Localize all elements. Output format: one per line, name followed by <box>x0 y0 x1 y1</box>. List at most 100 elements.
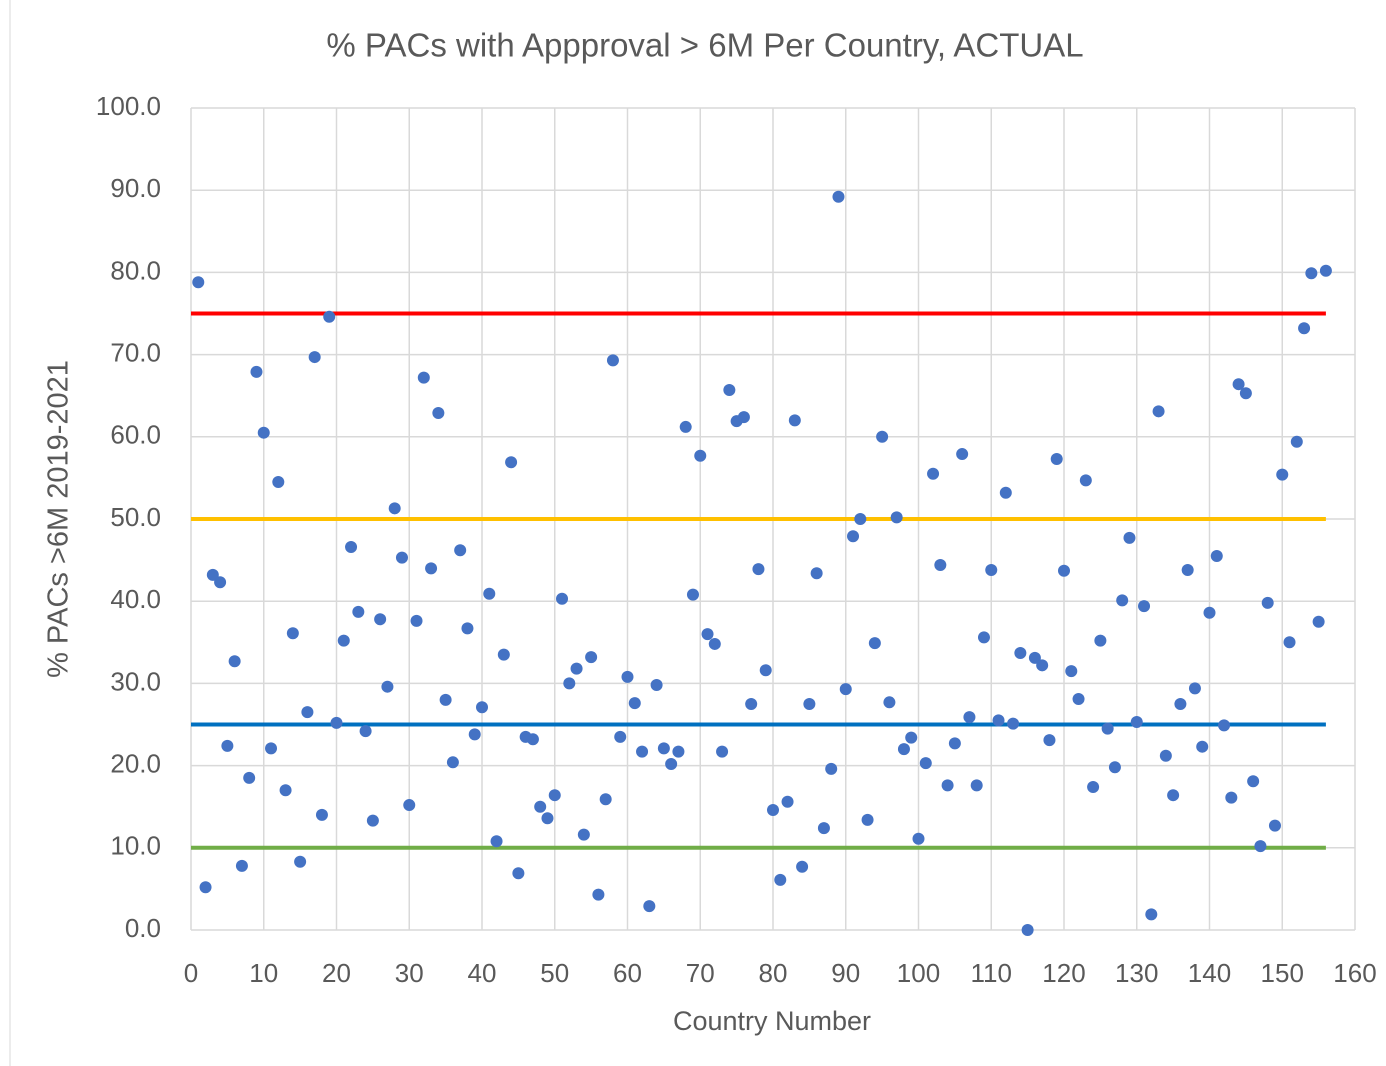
data-point <box>1283 636 1296 649</box>
data-point <box>461 622 474 635</box>
data-point <box>490 835 503 848</box>
data-point <box>912 832 925 845</box>
x-tick-label: 120 <box>1042 958 1085 988</box>
data-point <box>548 789 561 802</box>
data-point <box>665 757 678 770</box>
data-point <box>759 664 772 677</box>
data-point <box>999 486 1012 499</box>
data-point <box>905 731 918 744</box>
data-point <box>1247 775 1260 788</box>
data-point <box>446 756 459 769</box>
x-tick-label: 30 <box>395 958 424 988</box>
y-tick-label: 10.0 <box>110 831 161 861</box>
y-tick-label: 80.0 <box>110 255 161 285</box>
data-point <box>468 728 481 741</box>
data-point <box>483 587 496 600</box>
x-tick-label: 140 <box>1188 958 1231 988</box>
data-point <box>243 771 256 784</box>
data-point <box>432 406 445 419</box>
data-point <box>614 730 627 743</box>
data-point <box>286 627 299 640</box>
data-point <box>970 779 983 792</box>
y-tick-label: 70.0 <box>110 337 161 367</box>
data-point <box>1181 563 1194 576</box>
data-point <box>745 697 758 710</box>
data-point <box>534 800 547 813</box>
data-point <box>1254 840 1267 853</box>
data-point <box>650 679 663 692</box>
data-point <box>257 426 270 439</box>
data-point <box>861 813 874 826</box>
data-point <box>272 476 285 489</box>
data-point <box>716 745 729 758</box>
data-point <box>301 706 314 719</box>
data-point <box>1072 693 1085 706</box>
data-point <box>1290 435 1303 448</box>
chart-title: % PACs with Appproval > 6M Per Country, … <box>326 27 1083 64</box>
data-point <box>1232 378 1245 391</box>
x-axis-label: Country Number <box>673 1006 871 1036</box>
data-point <box>585 651 598 664</box>
data-point <box>919 757 932 770</box>
data-point <box>352 605 365 618</box>
y-tick-label: 0.0 <box>125 913 161 943</box>
x-tick-label: 90 <box>831 958 860 988</box>
data-point <box>345 540 358 553</box>
y-tick-label: 90.0 <box>110 173 161 203</box>
data-point <box>1261 596 1274 609</box>
data-point <box>636 745 649 758</box>
data-point <box>410 614 423 627</box>
data-point <box>686 588 699 601</box>
data-point <box>941 779 954 792</box>
data-point <box>265 742 278 755</box>
data-point <box>628 697 641 710</box>
data-point <box>796 860 809 873</box>
data-point <box>839 683 852 696</box>
x-tick-label: 150 <box>1261 958 1304 988</box>
data-point <box>1167 789 1180 802</box>
x-tick-label: 100 <box>897 958 940 988</box>
data-point <box>832 190 845 203</box>
data-point <box>395 551 408 564</box>
data-point <box>1123 531 1136 544</box>
data-point <box>541 812 554 825</box>
data-point <box>1298 322 1311 335</box>
data-point <box>1196 740 1209 753</box>
x-tick-label: 60 <box>613 958 642 988</box>
data-point <box>1065 665 1078 678</box>
data-point <box>1108 761 1121 774</box>
data-point <box>694 449 707 462</box>
data-point <box>657 742 670 755</box>
x-tick-label: 0 <box>184 958 198 988</box>
data-point <box>1058 564 1070 577</box>
data-point <box>890 511 903 524</box>
data-point <box>701 628 714 641</box>
data-point <box>439 693 452 706</box>
data-point <box>1130 716 1143 729</box>
data-point <box>1276 468 1289 481</box>
data-point <box>577 828 590 841</box>
data-point <box>956 448 969 461</box>
data-point <box>1094 634 1107 647</box>
data-point <box>381 680 394 693</box>
data-point <box>876 430 889 443</box>
data-point <box>294 855 307 868</box>
data-point <box>599 793 612 806</box>
data-point <box>374 613 387 626</box>
data-point <box>737 411 750 424</box>
data-point <box>1159 749 1172 762</box>
x-tick-label: 160 <box>1333 958 1376 988</box>
data-point <box>817 822 830 835</box>
data-point <box>883 696 896 709</box>
data-point <box>323 310 336 323</box>
data-point <box>403 799 416 812</box>
data-point <box>556 592 569 605</box>
data-point <box>570 662 583 675</box>
data-point <box>672 745 685 758</box>
data-point <box>1319 264 1332 277</box>
data-point <box>643 900 656 913</box>
data-point <box>767 803 779 816</box>
data-point <box>1225 791 1238 804</box>
data-point <box>221 739 234 752</box>
x-tick-label: 110 <box>971 958 1012 988</box>
